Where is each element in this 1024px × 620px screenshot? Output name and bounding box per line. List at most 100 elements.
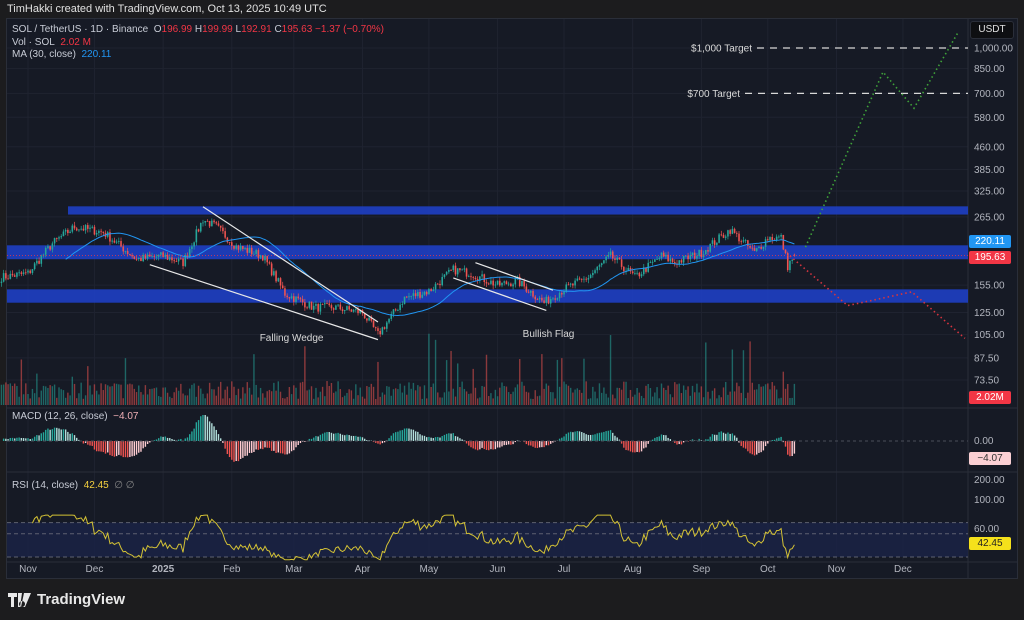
candle-body	[197, 229, 200, 232]
macd-bar	[485, 441, 488, 450]
candle-body	[49, 246, 51, 250]
candle-body	[408, 296, 410, 298]
candle-body	[102, 231, 105, 233]
candle-body	[671, 258, 674, 263]
macd-bar	[616, 437, 618, 441]
symbol-name[interactable]: SOL / TetherUS · 1D · Binance	[12, 24, 149, 35]
candle-body	[346, 306, 348, 311]
candle-body	[111, 240, 113, 242]
volume-bar	[237, 388, 240, 405]
tradingview-logo[interactable]: TradingView	[8, 591, 125, 608]
macd-bar	[439, 437, 441, 441]
macd-bar	[598, 432, 601, 441]
volume-bar	[126, 384, 129, 405]
rsi-tag: 42.45	[969, 537, 1011, 550]
volume-bar	[614, 398, 616, 405]
macd-bar	[186, 437, 189, 441]
volume-bar	[563, 381, 565, 405]
candle-body	[144, 254, 147, 259]
volume-bar	[702, 397, 705, 405]
volume-bar	[694, 392, 696, 405]
candle-body	[321, 304, 324, 305]
macd-bar	[567, 432, 570, 441]
volume-bar	[587, 398, 590, 405]
macd-bar	[678, 441, 680, 445]
volume-bar	[463, 388, 466, 405]
volume-bar	[160, 396, 162, 405]
candle-body	[778, 236, 780, 238]
target-label: $700 Target	[687, 89, 740, 100]
rsi-value: 42.45	[83, 480, 109, 491]
candle-body	[665, 254, 667, 257]
candle-body	[569, 283, 572, 285]
macd-bar	[503, 441, 505, 446]
macd-bar	[295, 441, 297, 448]
tradingview-logo-text: TradingView	[37, 591, 126, 608]
candle-body	[538, 297, 541, 300]
volume-bar	[678, 383, 680, 405]
candle-body	[113, 240, 116, 243]
candle-body	[536, 299, 539, 301]
currency-button[interactable]: USDT	[970, 21, 1014, 39]
volume-bar	[731, 349, 734, 405]
volume-bar	[275, 390, 277, 405]
candle-body	[75, 228, 78, 231]
volume-bar	[403, 385, 406, 405]
volume-bar	[104, 384, 107, 405]
volume-bar	[454, 396, 457, 405]
volume-bar	[727, 394, 729, 405]
macd-bar	[643, 441, 645, 449]
candle-body	[381, 327, 384, 335]
volume-bar	[674, 382, 676, 405]
candle-body	[709, 243, 712, 252]
candle-body	[607, 254, 610, 257]
volume-bar	[437, 392, 439, 405]
volume-bar	[756, 389, 758, 405]
candle-body	[317, 304, 319, 312]
candle-body	[687, 255, 689, 260]
close-value: 195.63	[281, 24, 313, 35]
macd-bar	[507, 441, 510, 445]
volume-bar	[488, 396, 490, 405]
macd-bar	[173, 439, 175, 441]
candle-body	[769, 237, 771, 241]
volume-bar	[131, 384, 133, 405]
macd-bar	[581, 432, 583, 441]
volume-bar	[510, 394, 512, 405]
candle-body	[188, 249, 191, 257]
candle-body	[379, 330, 381, 335]
volume-bar	[629, 389, 632, 405]
high-label: H	[194, 24, 203, 35]
volume-bar	[501, 382, 503, 405]
candle-body	[53, 238, 56, 244]
macd-bar	[95, 441, 98, 452]
volume-bar	[749, 341, 751, 405]
volume-bar	[603, 387, 605, 405]
macd-bar	[118, 441, 120, 455]
macd-bar	[640, 441, 643, 452]
candle-body	[109, 232, 111, 242]
candle-body	[7, 278, 9, 280]
volume-bar	[226, 386, 229, 405]
bearish-projection-path	[789, 255, 966, 339]
macd-bar	[756, 441, 758, 455]
macd-label: MACD (12, 26, close)	[12, 411, 108, 422]
candle-body	[463, 268, 466, 270]
candle-body	[631, 271, 634, 274]
candle-body	[713, 240, 716, 245]
candle-body	[151, 256, 153, 257]
macd-bar	[744, 441, 747, 449]
candle-body	[284, 288, 286, 296]
macd-bar	[490, 441, 492, 450]
candle-body	[173, 260, 175, 262]
candle-body	[191, 246, 193, 250]
candle-body	[299, 298, 302, 300]
volume-bar	[481, 385, 483, 405]
volume-bar	[122, 398, 124, 405]
macd-bar	[430, 437, 432, 441]
macd-bar	[558, 438, 561, 441]
candle-body	[780, 234, 782, 237]
macd-bar	[231, 441, 233, 460]
macd-bar	[600, 432, 603, 441]
